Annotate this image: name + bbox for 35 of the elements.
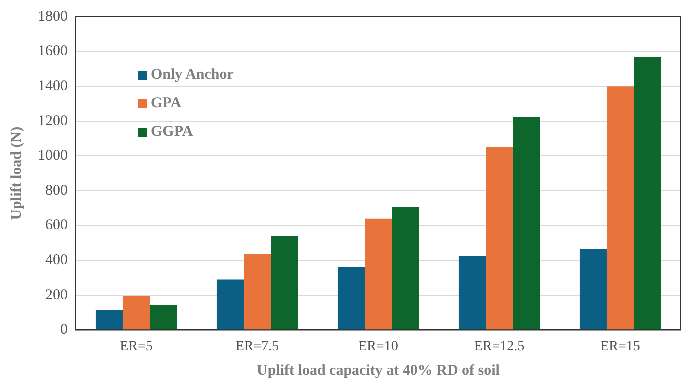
x-tick-label: ER=7.5 [236, 339, 280, 354]
y-tick-label: 1000 [38, 148, 68, 164]
x-tick-label: ER=5 [120, 339, 153, 354]
bar [96, 310, 123, 330]
y-tick-label: 1600 [38, 44, 68, 60]
x-axis-title: Uplift load capacity at 40% RD of soil [257, 362, 500, 379]
legend-label: GGPA [151, 124, 194, 140]
y-tick-label: 1400 [38, 78, 68, 95]
bar [513, 117, 540, 330]
x-tick-label: ER=10 [358, 339, 398, 354]
y-tick-label: 800 [46, 182, 68, 199]
y-tick-label: 1200 [38, 113, 68, 130]
x-tick-label: ER=15 [600, 339, 640, 354]
y-tick-label: 0 [60, 322, 68, 338]
bar [150, 304, 178, 330]
bar [364, 218, 392, 330]
bar [458, 256, 486, 330]
bar [216, 280, 244, 330]
bar [122, 296, 150, 330]
legend-label: Only Anchor [151, 66, 234, 83]
y-tick-label: 1800 [38, 8, 68, 25]
y-axis-title: Uplift load (N) [8, 126, 25, 220]
bar [392, 208, 420, 330]
bar [580, 249, 607, 330]
bar [338, 268, 365, 330]
bar [634, 57, 662, 330]
y-tick-label: 400 [46, 252, 68, 269]
y-tick-label: 600 [46, 218, 68, 234]
bar [606, 86, 634, 330]
bar [244, 254, 272, 330]
bar [271, 236, 298, 330]
legend-label: GPA [151, 95, 182, 112]
x-tick-label: ER=12.5 [474, 339, 525, 354]
bar [486, 148, 514, 330]
y-tick-label: 200 [46, 287, 68, 304]
